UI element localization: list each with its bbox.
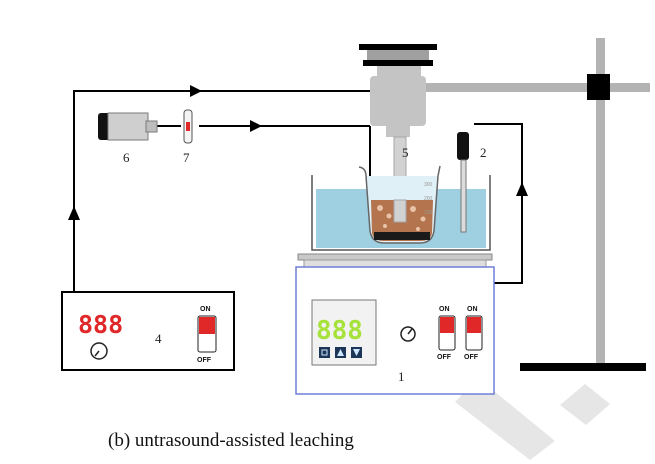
pump-icon [98,112,158,141]
flowmeter-icon [183,109,193,144]
figure-caption: (b) untrasound-assisted leaching [108,430,354,451]
switch-on-label: ON [467,306,478,313]
hotplate: 888 ON OFF ON OFF [295,253,495,395]
power-display: 888 [78,310,123,339]
label-probe: 5 [402,145,409,160]
mode-button[interactable] [319,347,330,358]
thermometer [457,132,469,233]
label-flowmeter: 7 [183,150,190,165]
label-power-supply: 4 [155,331,162,346]
beaker-mark: 100 [424,210,433,216]
switch-on-label: ON [439,306,450,313]
tubing [73,90,523,292]
beaker: 300 200 100 [358,165,441,244]
retort-stand [426,38,650,371]
arrow-icon [250,120,262,132]
power-supply: 888 ON OFF [61,291,235,371]
beaker-mark: 200 [424,196,433,202]
label-hotplate: 1 [398,369,405,384]
flow-arrows [68,85,528,220]
dial-icon[interactable] [400,326,416,342]
switch-off-label: OFF [197,357,212,364]
switch-off-label: OFF [437,354,452,361]
arrow-icon [516,182,528,196]
label-pump: 6 [123,150,130,165]
switch-off-label: OFF [464,354,479,361]
arrow-icon [190,85,202,97]
hotplate-display: 888 [316,316,363,346]
watermark [455,378,610,460]
switch-on-label: ON [200,306,211,313]
arrow-icon [68,206,80,220]
clamp-icon [587,74,610,100]
stand-base [520,363,646,371]
dial-icon[interactable] [90,342,108,360]
beaker-mark: 300 [424,182,433,188]
label-thermometer: 2 [480,145,487,160]
